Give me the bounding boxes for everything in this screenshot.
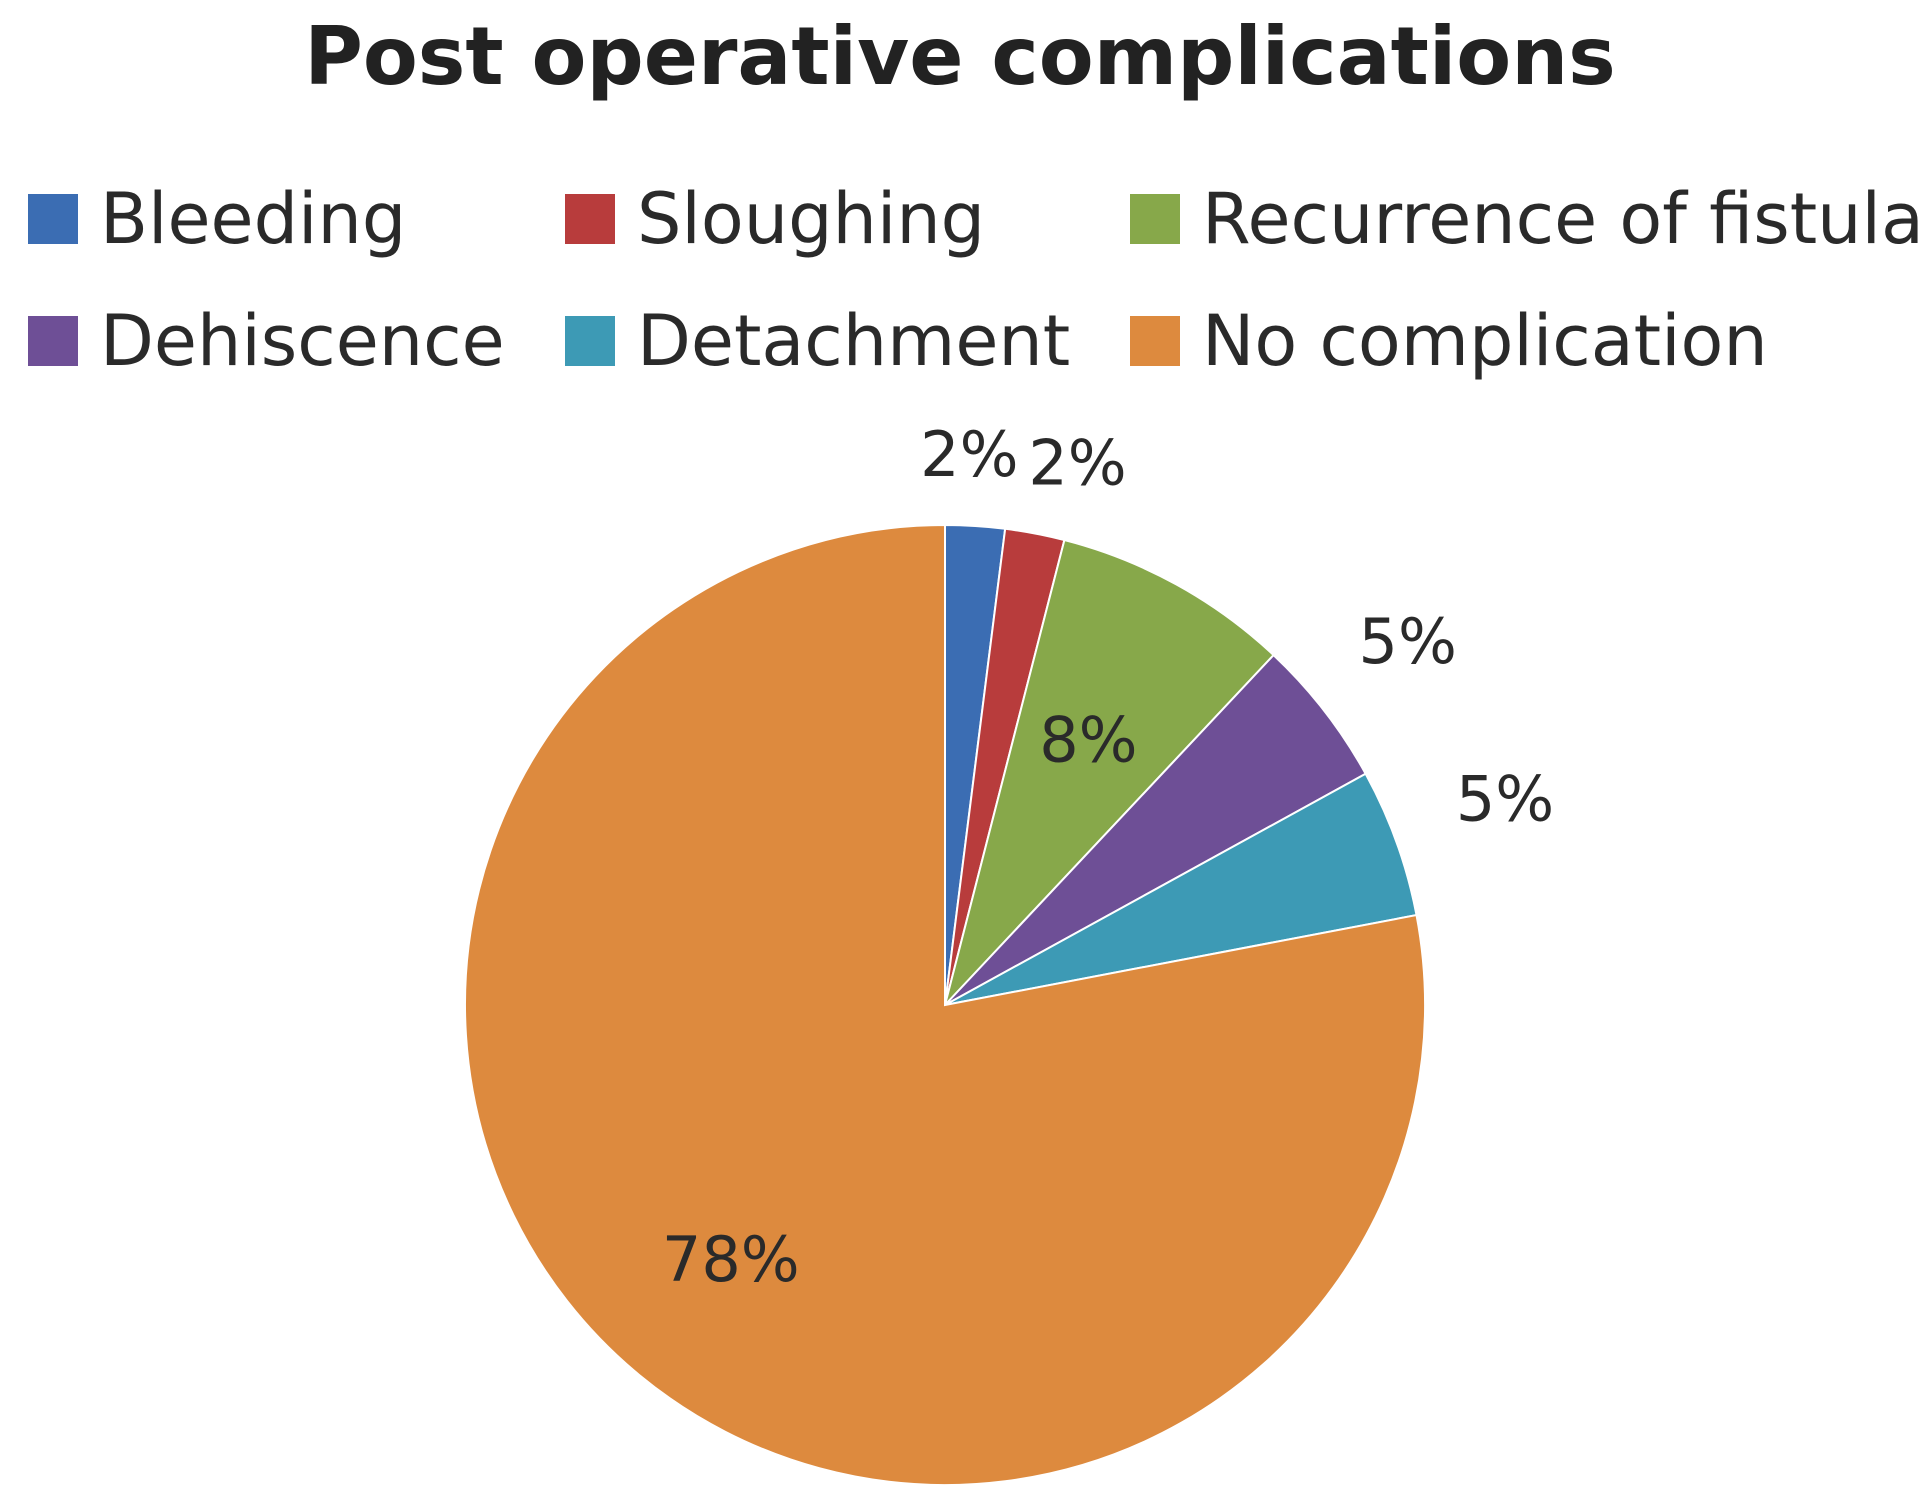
data-label-bleeding: 2% (920, 418, 1018, 491)
data-label-detachment: 5% (1456, 762, 1554, 835)
data-label-recurrence-of-fistula: 8% (1039, 703, 1137, 776)
pie-data-labels: 2% 2% 8% 5% 5% 78% (662, 418, 1554, 1296)
data-label-no-complication: 78% (662, 1223, 800, 1296)
pie-slice-recurrence-of-fistula (944, 538, 1275, 1006)
pie-slice-no-complication (464, 523, 1427, 1486)
data-label-sloughing: 2% (1028, 427, 1126, 500)
chart-title: Post operative complications (304, 10, 1616, 103)
data-label-dehiscence: 5% (1359, 605, 1457, 678)
pie-slices (464, 523, 1427, 1486)
pie-slice-dehiscence (944, 653, 1367, 1006)
pie-slice-detachment (944, 772, 1418, 1006)
